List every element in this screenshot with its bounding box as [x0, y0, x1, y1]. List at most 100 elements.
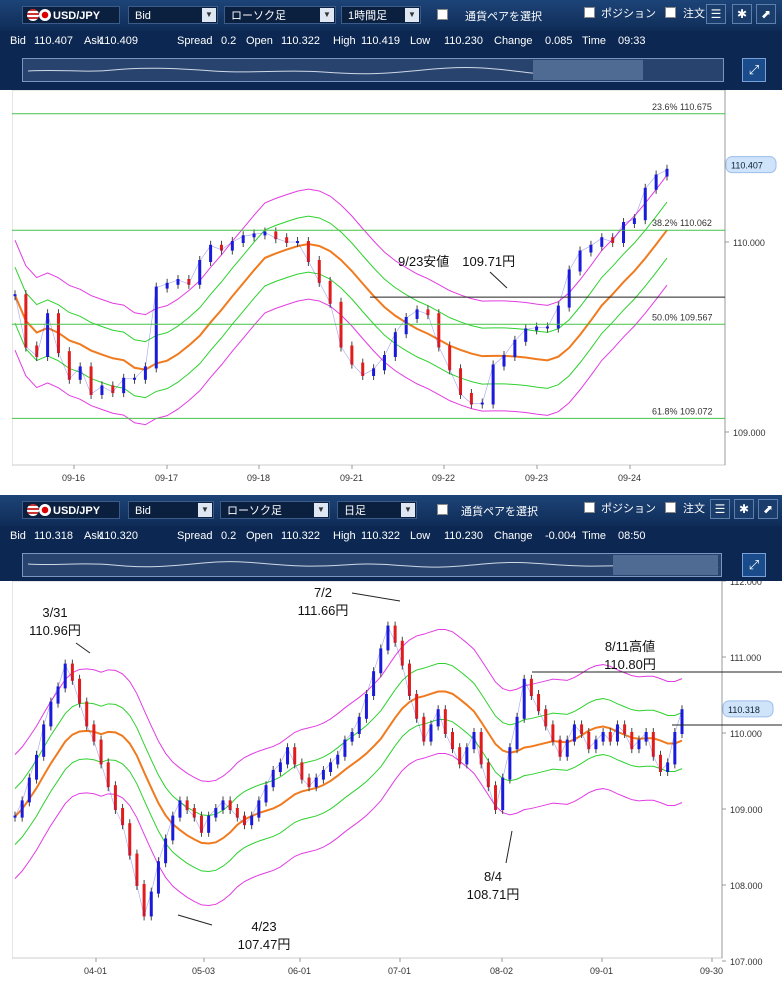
chart-navigator[interactable]	[22, 58, 724, 82]
candle-body	[111, 385, 115, 394]
candle-body	[133, 377, 137, 380]
price-link	[265, 770, 274, 787]
candle-body	[426, 309, 430, 316]
price-link	[344, 732, 353, 741]
jp-flag-icon	[39, 9, 51, 21]
candle-body	[469, 393, 473, 405]
position-checkbox[interactable]	[584, 502, 595, 513]
symbol-button[interactable]: USD/JPY	[22, 6, 120, 24]
candle-body	[207, 815, 211, 833]
popout-icon[interactable]: ⬈	[756, 4, 776, 24]
chevron-down-icon: ▼	[405, 8, 419, 22]
popout-icon[interactable]: ⬈	[758, 499, 778, 519]
candle-body	[665, 168, 669, 177]
candle-body	[20, 800, 24, 818]
candlestick-chart[interactable]: 110.000 109.000 09-16 09-17 09-18 09-21 09-22 0…	[11, 89, 782, 495]
navigator-range-handle[interactable]	[533, 60, 643, 80]
candle-body	[56, 686, 60, 704]
candle-body	[479, 732, 483, 765]
price-link	[172, 801, 181, 817]
expand-icon[interactable]: ⤢	[742, 553, 766, 577]
price-chart[interactable]: 110.000 109.000 09-16 09-17 09-18 09-21 09-22 0…	[11, 89, 782, 495]
candle-body	[654, 174, 658, 190]
candle-body	[142, 884, 146, 917]
candle-body	[350, 732, 354, 742]
candle-body	[67, 351, 71, 380]
toolbar: USD/JPY Bid ▼ ローソク足 ▼ 日足 ▼ 通貨ペアを選択 ポジション 注文…	[0, 495, 782, 526]
price-link	[340, 346, 353, 364]
fib-label: 38.2% 110.062	[652, 218, 712, 228]
interval-select[interactable]: 1時間足 ▼	[341, 6, 421, 24]
price-link	[186, 808, 195, 817]
price-link	[612, 222, 624, 243]
annotation-text: 8/11高値	[605, 639, 655, 654]
candle-body	[100, 385, 104, 395]
order-checkbox[interactable]	[665, 7, 676, 18]
symbol-button[interactable]: USD/JPY	[22, 501, 120, 519]
gear-icon[interactable]: ✱	[732, 4, 752, 24]
candle-body	[328, 280, 332, 304]
candle-body	[422, 716, 426, 742]
info-key-change: Change	[494, 530, 533, 542]
candle-body	[187, 279, 191, 285]
pair-select-checkbox[interactable]	[437, 9, 448, 20]
candle-body	[491, 364, 495, 405]
candle-body	[459, 368, 463, 395]
expand-icon[interactable]: ⤢	[742, 58, 766, 82]
price-link	[210, 245, 222, 250]
annotation-text: 7/2	[314, 585, 332, 600]
price-link	[25, 346, 37, 357]
price-link	[319, 281, 331, 303]
price-chart[interactable]: 112.000 111.000 110.000 109.000 108.000 107.0…	[11, 577, 782, 1004]
price-link	[150, 862, 159, 893]
candle-body	[42, 724, 46, 757]
candle-body	[235, 808, 239, 818]
price-link	[134, 367, 146, 380]
position-checkbox[interactable]	[584, 7, 595, 18]
candle-body	[329, 762, 333, 772]
chart-type-select[interactable]: ローソク足 ▼	[224, 6, 336, 24]
price-link	[330, 755, 338, 764]
price-link	[294, 763, 303, 779]
annotation-arrow	[75, 642, 91, 654]
candle-body	[70, 663, 74, 681]
price-link	[449, 369, 461, 395]
bollinger-upper-2sigma	[14, 628, 683, 782]
info-key-high: High	[333, 530, 356, 542]
price-link	[566, 725, 575, 741]
navigator-range-handle[interactable]	[613, 555, 718, 575]
chart-type-select[interactable]: ローソク足 ▼	[220, 501, 330, 519]
price-link	[29, 755, 37, 779]
price-type-select[interactable]: Bid ▼	[128, 501, 214, 519]
price-link	[427, 314, 440, 347]
candle-body	[78, 366, 82, 380]
candle-body	[257, 800, 261, 818]
price-link	[373, 355, 385, 370]
price-link	[79, 367, 92, 395]
plot-area	[11, 580, 723, 959]
candle-body	[13, 815, 17, 818]
price-type-select[interactable]: Bid ▼	[128, 6, 218, 24]
interval-select[interactable]: 日足 ▼	[337, 501, 417, 519]
info-value-change: 0.085	[545, 35, 573, 47]
current-price-label: 110.318	[728, 705, 760, 715]
price-link	[416, 717, 425, 741]
gear-icon[interactable]: ✱	[734, 499, 754, 519]
candlestick-chart[interactable]: 112.000 111.000 110.000 109.000 108.000 107.0…	[11, 577, 782, 1000]
pair-select-checkbox[interactable]	[437, 504, 448, 515]
price-link	[36, 314, 48, 357]
candle-body	[637, 739, 641, 750]
candle-body	[219, 244, 223, 251]
us-flag-icon	[27, 504, 39, 516]
candle-body	[209, 244, 213, 262]
chart-navigator[interactable]	[22, 553, 722, 577]
candle-body	[622, 222, 626, 243]
price-link	[244, 816, 252, 825]
order-checkbox[interactable]	[665, 502, 676, 513]
price-link	[503, 340, 516, 357]
price-link	[459, 748, 468, 764]
menu-icon[interactable]: ☰	[710, 499, 730, 519]
price-link	[623, 218, 635, 224]
price-link	[401, 664, 410, 696]
menu-icon[interactable]: ☰	[706, 4, 726, 24]
